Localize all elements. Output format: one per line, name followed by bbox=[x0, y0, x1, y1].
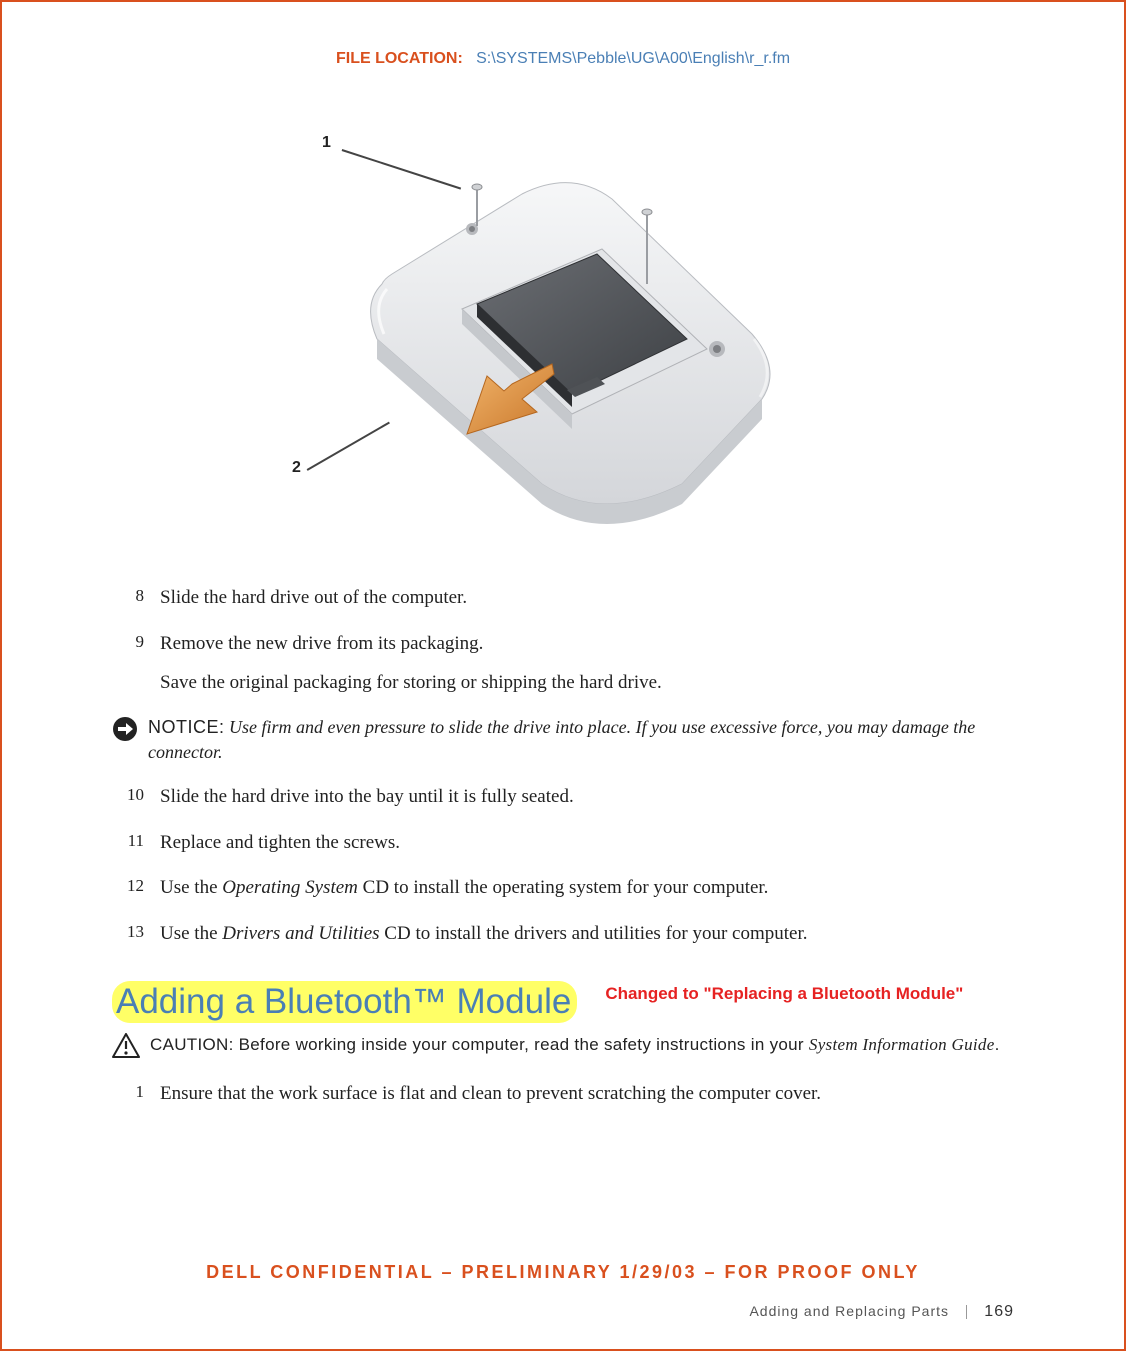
notice-label: NOTICE: bbox=[148, 717, 225, 737]
step-12: Use the Operating System CD to install t… bbox=[112, 874, 1014, 902]
step-12-pre: Use the bbox=[160, 877, 222, 898]
step-13-post: CD to install the drivers and utilities … bbox=[380, 923, 808, 944]
hard-drive-diagram: 1 2 bbox=[202, 114, 762, 544]
section-heading: Adding a Bluetooth™ Module bbox=[112, 981, 577, 1023]
callout-2-label: 2 bbox=[292, 459, 301, 477]
step-13-em: Drivers and Utilities bbox=[222, 923, 379, 944]
footer-page: Adding and Replacing Parts 169 bbox=[749, 1303, 1014, 1321]
section-heading-row: Adding a Bluetooth™ Module Changed to "R… bbox=[112, 981, 1014, 1023]
step-8: Slide the hard drive out of the computer… bbox=[112, 584, 1014, 612]
caution-triangle-icon bbox=[112, 1033, 142, 1064]
step-c-1: Ensure that the work surface is flat and… bbox=[112, 1080, 1014, 1108]
file-location-header: FILE LOCATION: S:\SYSTEMS\Pebble\UG\A00\… bbox=[112, 50, 1014, 68]
caution-em: System Information Guide bbox=[809, 1035, 995, 1054]
steps-list-b: Slide the hard drive into the bay until … bbox=[112, 783, 1014, 947]
notice-block: NOTICE: Use firm and even pressure to sl… bbox=[112, 715, 1014, 765]
step-9-text: Remove the new drive from its packaging. bbox=[160, 633, 483, 654]
step-13: Use the Drivers and Utilities CD to inst… bbox=[112, 920, 1014, 948]
notice-text: NOTICE: Use firm and even pressure to sl… bbox=[148, 715, 1014, 765]
caution-label: CAUTION: bbox=[150, 1035, 239, 1054]
caution-pre: Before working inside your computer, rea… bbox=[239, 1035, 809, 1054]
step-9-subtext: Save the original packaging for storing … bbox=[160, 669, 1014, 697]
file-location-path: S:\SYSTEMS\Pebble\UG\A00\English\r_r.fm bbox=[476, 50, 790, 67]
step-10-text: Slide the hard drive into the bay until … bbox=[160, 786, 574, 807]
step-12-post: CD to install the operating system for y… bbox=[358, 877, 769, 898]
device-illustration bbox=[322, 154, 782, 534]
caution-block: CAUTION: Before working inside your comp… bbox=[112, 1033, 1014, 1064]
step-10: Slide the hard drive into the bay until … bbox=[112, 783, 1014, 811]
notice-body: Use firm and even pressure to slide the … bbox=[148, 717, 975, 762]
caution-text: CAUTION: Before working inside your comp… bbox=[150, 1033, 1000, 1057]
file-location-label: FILE LOCATION: bbox=[336, 50, 463, 67]
step-11: Replace and tighten the screws. bbox=[112, 829, 1014, 857]
steps-list-c: Ensure that the work surface is flat and… bbox=[112, 1080, 1014, 1108]
step-c-1-text: Ensure that the work surface is flat and… bbox=[160, 1083, 821, 1104]
change-note: Changed to "Replacing a Bluetooth Module… bbox=[605, 983, 963, 1005]
step-12-em: Operating System bbox=[222, 877, 358, 898]
callout-1-label: 1 bbox=[322, 134, 331, 152]
step-9: Remove the new drive from its packaging.… bbox=[112, 630, 1014, 697]
steps-list-a: Slide the hard drive out of the computer… bbox=[112, 584, 1014, 697]
footer-page-number: 169 bbox=[984, 1303, 1014, 1320]
footer-divider bbox=[966, 1305, 968, 1319]
footer-confidential: DELL CONFIDENTIAL – PRELIMINARY 1/29/03 … bbox=[2, 1262, 1124, 1283]
notice-arrow-icon bbox=[112, 716, 140, 747]
step-13-pre: Use the bbox=[160, 923, 222, 944]
step-11-text: Replace and tighten the screws. bbox=[160, 832, 400, 853]
step-8-text: Slide the hard drive out of the computer… bbox=[160, 587, 467, 608]
footer-section: Adding and Replacing Parts bbox=[749, 1303, 949, 1319]
caution-post: . bbox=[995, 1035, 1000, 1054]
